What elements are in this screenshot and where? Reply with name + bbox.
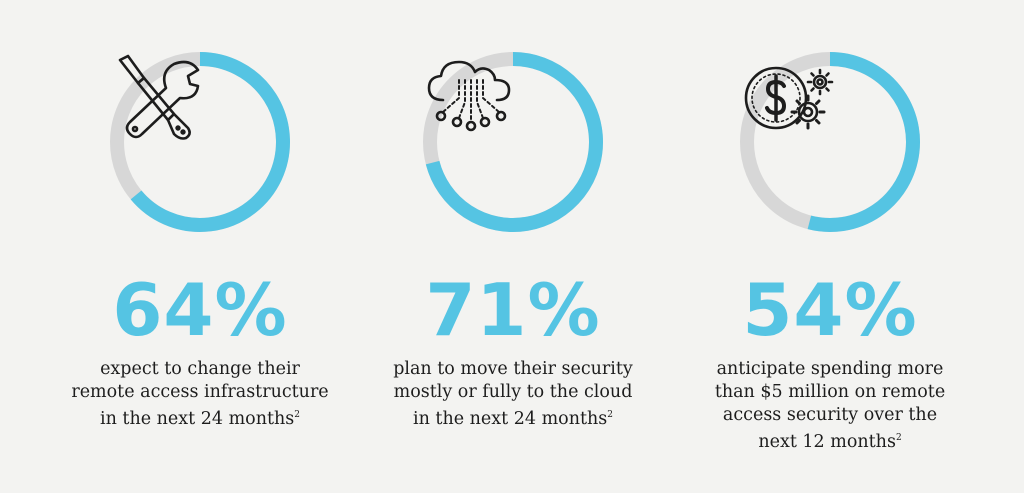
donut-2-svg (423, 52, 603, 232)
stat-3-line-2: than $5 million on remote (714, 382, 946, 402)
dollar-gears-icon (744, 66, 834, 130)
stat-1-percentage: 64% (112, 268, 288, 352)
stat-2-line-3-text: in the next 24 months (413, 409, 608, 429)
stat-2: 71% plan to move their security mostly o… (353, 0, 673, 493)
stat-2-footnote: 2 (607, 410, 613, 420)
donut-2 (421, 50, 605, 234)
stat-2-line-2: mostly or fully to the cloud (393, 382, 633, 402)
stat-1: 64% expect to change their remote access… (40, 0, 360, 493)
stat-1-line-3: in the next 24 months2 (50, 404, 350, 431)
stat-3: 54% anticipate spending more than $5 mil… (670, 0, 990, 493)
tools-icon (118, 54, 200, 140)
donut-1-value-arc (130, 52, 290, 232)
donut-3 (738, 50, 922, 234)
stat-3-line-3: access security over the (722, 405, 938, 425)
stat-1-line-3-text: in the next 24 months (100, 409, 295, 429)
stat-2-line-3: in the next 24 months2 (363, 404, 663, 431)
stat-1-line-1: expect to change their (100, 359, 300, 379)
stat-3-footnote: 2 (895, 433, 902, 443)
cloud-network-icon (427, 60, 511, 132)
donut-3-svg (740, 52, 920, 232)
donut-1 (108, 50, 292, 234)
stat-3-line-1: anticipate spending more (716, 359, 944, 379)
stat-1-description: expect to change their remote access inf… (50, 358, 350, 431)
donut-1-svg (110, 52, 290, 232)
stat-2-percentage: 71% (425, 268, 601, 352)
stat-1-line-2: remote access infrastructure (71, 382, 329, 402)
stat-3-line-4-text: next 12 months (758, 432, 896, 452)
donut-3-value-arc (807, 52, 920, 232)
stat-1-footnote: 2 (294, 410, 300, 420)
stat-3-line-4: next 12 months2 (680, 427, 980, 454)
stat-3-description: anticipate spending more than $5 million… (680, 358, 980, 454)
stat-2-description: plan to move their security mostly or fu… (363, 358, 663, 431)
stat-3-percentage: 54% (742, 268, 918, 352)
donut-2-value-arc (425, 52, 603, 232)
stat-2-line-1: plan to move their security (393, 359, 633, 379)
